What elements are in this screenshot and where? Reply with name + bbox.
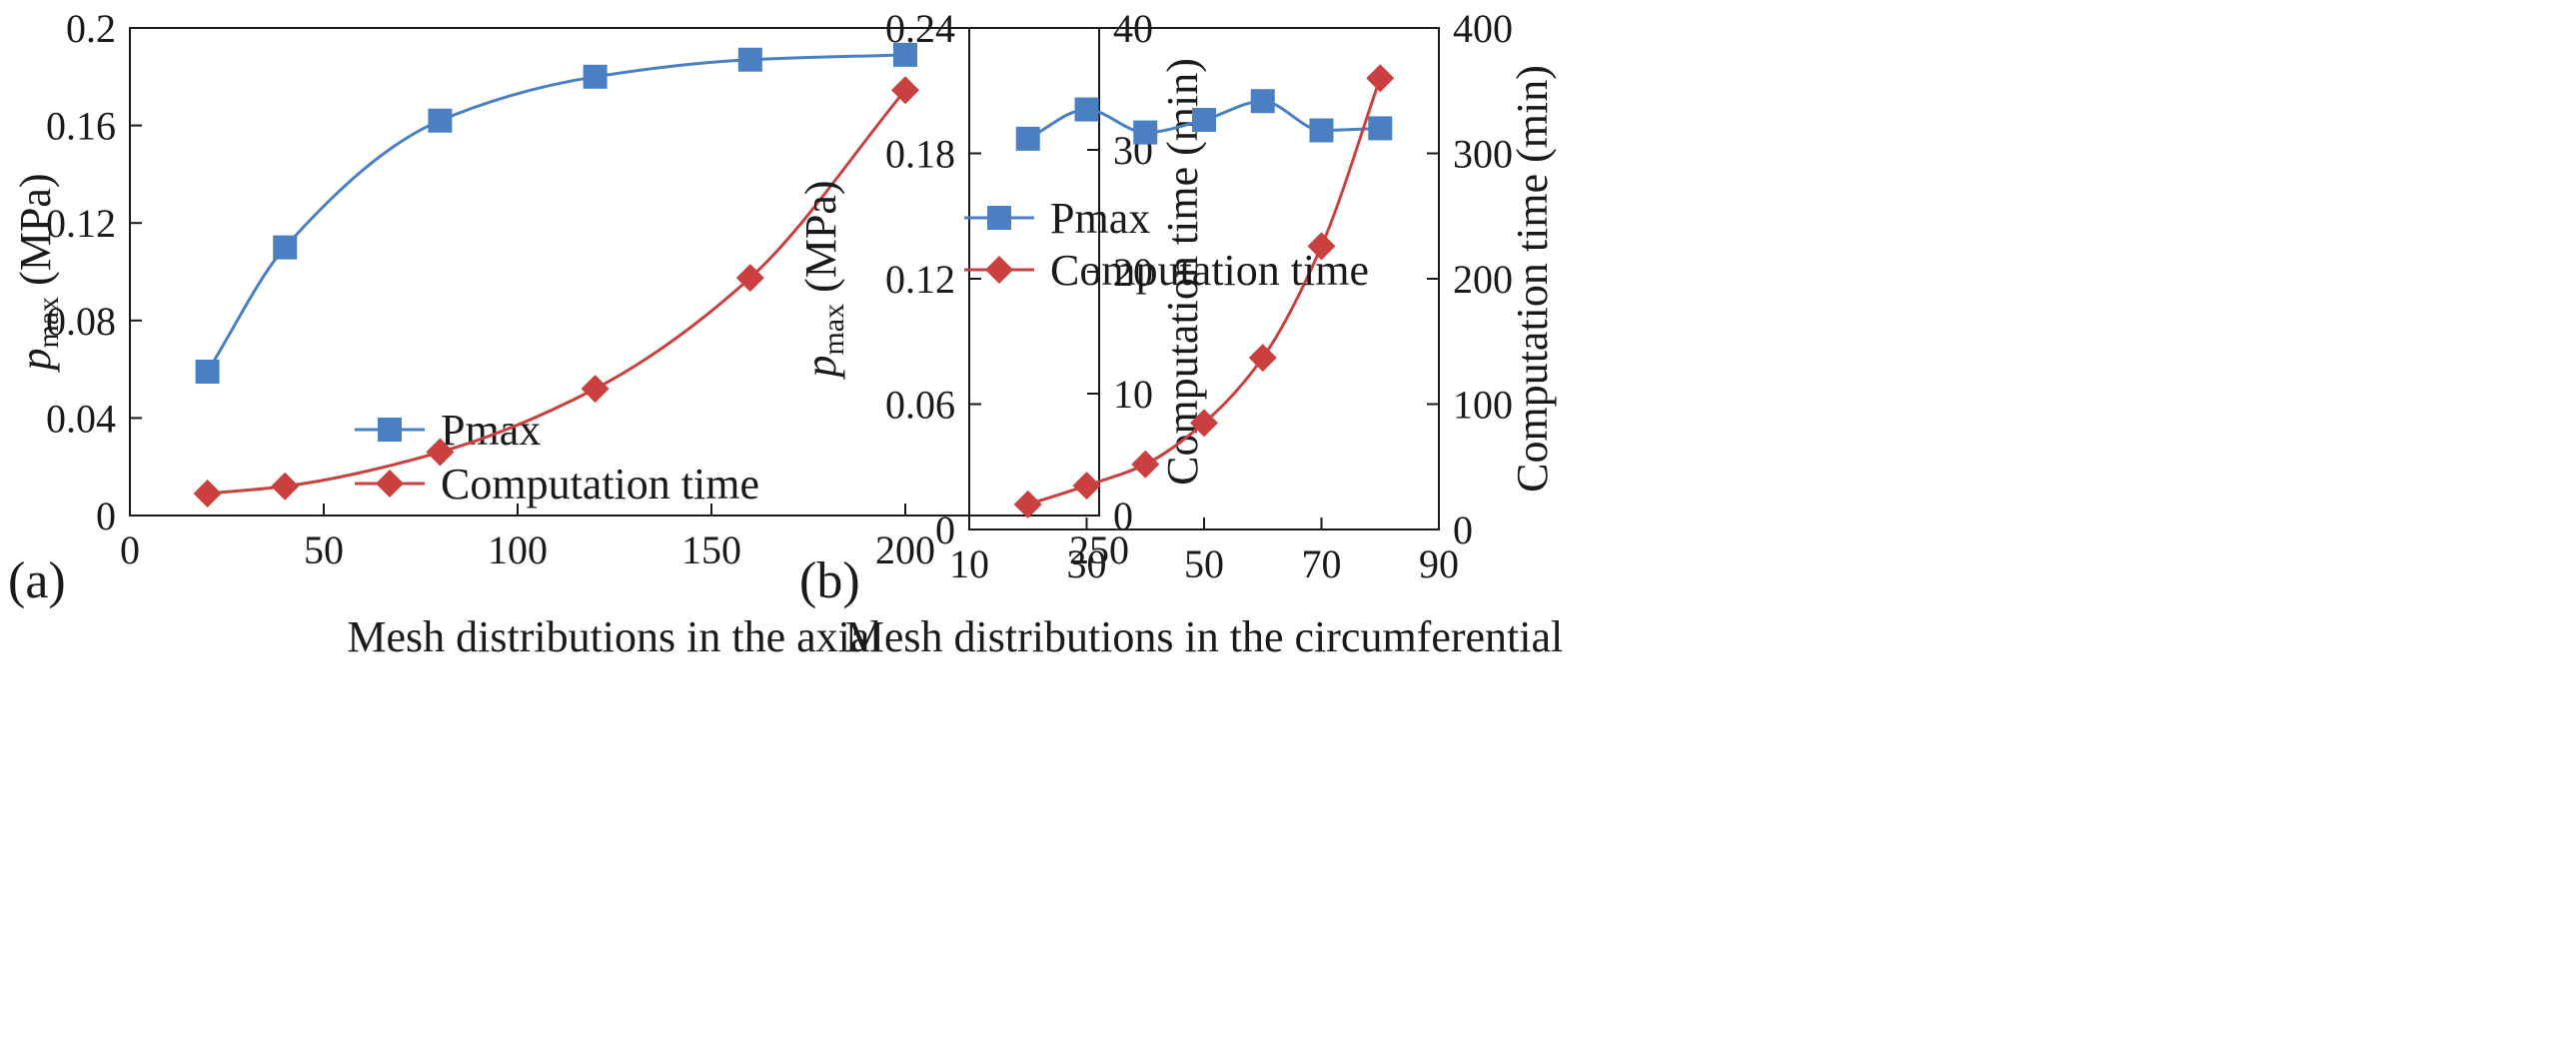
panel-a-y2-tick-label: 0 [1113, 494, 1133, 538]
panel-a-computation-time-point [271, 472, 300, 501]
panel-a-computation-time-point [581, 375, 610, 404]
panel-b-computation-time-point [1307, 232, 1336, 261]
panel-a-pmax-point [583, 64, 608, 89]
panel-b-y2-axis-title: Computation time (min) [1508, 65, 1557, 493]
panel-b-x-axis-title: Mesh distributions in the circumferentia… [845, 612, 1564, 661]
panel-b-label: (b) [799, 552, 860, 609]
panel-b: 10 30 50 70 9000.060.120.180.240100200300400… [796, 6, 1563, 661]
panel-a-label: (a) [8, 552, 66, 609]
panel-a-legend-computation-time-label: Computation time [441, 460, 759, 509]
panel-b-y2-tick-label: 300 [1453, 132, 1513, 177]
panel-b-y-axis-title-unit: (MPa) [796, 180, 845, 303]
panel-a-y-tick-label: 0.12 [46, 201, 116, 246]
panel-a-pmax-point [893, 42, 917, 67]
panel-b-pmax-point [1074, 97, 1099, 122]
panel-a-pmax-point [273, 235, 298, 260]
panel-a-y-axis-title-subscript: max [32, 297, 65, 349]
panel-b-y-tick-label: 0 [935, 508, 955, 552]
panel-b-pmax-point [1133, 120, 1158, 145]
panel-a-y-axis-title: pmax (MPa) [11, 173, 65, 373]
panel-a-y2-tick-label: 10 [1113, 372, 1153, 417]
panel-b-legend-pmax-marker [987, 206, 1011, 230]
panel-a: 0 50 100 150 200 25000.040.080.120.160.201020… [8, 6, 1207, 661]
panel-a-pmax-point [737, 47, 762, 72]
panel-b-y-tick-label: 0.24 [885, 6, 955, 51]
panel-a-y-axis-title-unit: (MPa) [11, 173, 60, 296]
panel-a-legend-computation-time-marker [376, 470, 404, 498]
panel-a-x-tick-label: 50 [304, 527, 344, 572]
panel-b-pmax-point [1192, 108, 1216, 133]
panel-a-pmax-point [195, 360, 220, 385]
panel-a-x-tick-label: 0 [120, 527, 140, 572]
panel-a-x-axis-title: Mesh distributions in the axial [347, 612, 881, 661]
panel-a-pmax-point [428, 108, 453, 133]
panel-a-x-tick-label: 100 [488, 527, 548, 572]
panel-a-y-axis-title-symbol: p [11, 349, 60, 374]
panel-b-computation-time-point [1131, 450, 1160, 479]
panel-b-computation-time-point [1366, 64, 1395, 93]
panel-b-y-tick-label: 0.12 [885, 257, 955, 302]
panel-b-computation-time-point [1190, 409, 1218, 438]
panel-a-y-tick-label: 0 [96, 494, 116, 538]
panel-b-y-tick-label: 0.18 [885, 132, 955, 177]
panel-a-legend-pmax-marker [378, 418, 402, 442]
panel-a-y2-tick-label: 20 [1113, 250, 1153, 295]
panel-a-y-tick-label: 0.2 [66, 6, 116, 51]
panel-a-computation-time-point [193, 480, 222, 509]
panel-a-computation-time-point [426, 438, 455, 467]
panel-b-x-tick-label: 90 [1419, 541, 1459, 586]
panel-b-y-axis-title-subscript: max [817, 304, 850, 356]
panel-b-legend-computation-time-label: Computation time [1050, 246, 1369, 295]
panel-b-legend-pmax-label: Pmax [1050, 194, 1150, 243]
panel-a-computation-time-point [891, 76, 919, 105]
panel-a-x-tick-label: 250 [1069, 527, 1129, 572]
panel-b-y2-tick-label: 100 [1453, 383, 1513, 428]
panel-b-computation-time-point [1248, 344, 1277, 373]
panel-b-y-axis-title-symbol: p [796, 356, 845, 381]
panel-b-legend-computation-time-marker [985, 256, 1013, 284]
panel-b-y2-tick-label: 0 [1453, 508, 1473, 552]
panel-b-y2-tick-label: 400 [1453, 6, 1513, 51]
panel-b-pmax-point [1309, 118, 1334, 143]
panel-a-x-tick-label: 150 [681, 527, 741, 572]
panel-a-computation-time-point [735, 264, 764, 293]
panel-b-y2-tick-label: 200 [1453, 257, 1513, 302]
panel-a-x-tick-label: 200 [875, 527, 935, 572]
panel-b-x-tick-label: 70 [1302, 541, 1342, 586]
panel-b-x-tick-label: 30 [1067, 541, 1107, 586]
panel-a-y-tick-label: 0.16 [46, 104, 116, 149]
panel-b-pmax-point [1368, 116, 1393, 141]
panel-b-y-axis-title: pmax (MPa) [796, 180, 850, 380]
panel-b-pmax-point [1015, 126, 1040, 151]
panel-b-computation-time-point [1013, 490, 1042, 519]
panel-b-computation-time-point [1072, 472, 1101, 501]
panel-b-pmax-point [1250, 89, 1275, 114]
panel-b-x-tick-label: 10 [949, 541, 989, 586]
panel-a-y-tick-label: 0.04 [46, 396, 116, 441]
panel-a-y-tick-label: 0.08 [46, 299, 116, 344]
panel-b-y-tick-label: 0.06 [885, 383, 955, 428]
panel-b-x-tick-label: 50 [1184, 541, 1224, 586]
